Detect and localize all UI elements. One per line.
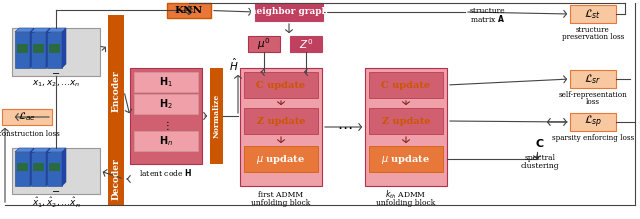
Polygon shape bbox=[31, 148, 50, 152]
FancyBboxPatch shape bbox=[31, 32, 46, 68]
FancyBboxPatch shape bbox=[134, 72, 198, 92]
FancyBboxPatch shape bbox=[49, 44, 60, 53]
Polygon shape bbox=[62, 28, 66, 68]
Polygon shape bbox=[46, 148, 50, 186]
FancyBboxPatch shape bbox=[248, 36, 280, 52]
Text: matrix $\mathbf{A}$: matrix $\mathbf{A}$ bbox=[470, 12, 506, 23]
Text: $\mu$ update: $\mu$ update bbox=[257, 152, 305, 166]
FancyBboxPatch shape bbox=[369, 108, 443, 134]
Text: $\mathbf{H}_2$: $\mathbf{H}_2$ bbox=[159, 97, 173, 111]
Text: loss: loss bbox=[586, 98, 600, 106]
FancyBboxPatch shape bbox=[134, 131, 198, 151]
Text: $\mu^0$: $\mu^0$ bbox=[257, 36, 271, 52]
Text: $\hat{x}_1, \hat{x}_2, \ldots\hat{x}_n$: $\hat{x}_1, \hat{x}_2, \ldots\hat{x}_n$ bbox=[31, 196, 81, 210]
FancyBboxPatch shape bbox=[369, 146, 443, 172]
Text: sparsity enforcing loss: sparsity enforcing loss bbox=[552, 134, 634, 142]
Text: spectral: spectral bbox=[525, 154, 556, 162]
FancyBboxPatch shape bbox=[570, 70, 616, 88]
Text: $\mathbf{H}_1$: $\mathbf{H}_1$ bbox=[159, 75, 173, 89]
Polygon shape bbox=[15, 28, 34, 32]
Text: $\cdots$: $\cdots$ bbox=[337, 120, 353, 134]
FancyBboxPatch shape bbox=[134, 94, 198, 114]
FancyBboxPatch shape bbox=[2, 109, 52, 125]
Text: $-$: $-$ bbox=[51, 187, 61, 196]
Text: $\hat{H}$: $\hat{H}$ bbox=[229, 57, 239, 73]
Polygon shape bbox=[62, 148, 66, 186]
Text: $\mathcal{L}_{ae}$: $\mathcal{L}_{ae}$ bbox=[18, 111, 36, 123]
FancyBboxPatch shape bbox=[290, 36, 322, 52]
FancyBboxPatch shape bbox=[108, 15, 124, 167]
FancyBboxPatch shape bbox=[12, 28, 100, 76]
Text: first ADMM: first ADMM bbox=[259, 191, 303, 199]
FancyBboxPatch shape bbox=[369, 72, 443, 98]
FancyBboxPatch shape bbox=[49, 163, 60, 171]
FancyBboxPatch shape bbox=[33, 44, 44, 53]
FancyBboxPatch shape bbox=[365, 68, 447, 186]
FancyBboxPatch shape bbox=[47, 152, 62, 186]
Text: unfolding block: unfolding block bbox=[376, 199, 436, 207]
FancyBboxPatch shape bbox=[244, 108, 318, 134]
FancyBboxPatch shape bbox=[47, 32, 62, 68]
FancyBboxPatch shape bbox=[108, 153, 124, 205]
Text: preservation loss: preservation loss bbox=[562, 33, 624, 41]
FancyBboxPatch shape bbox=[12, 148, 100, 194]
FancyBboxPatch shape bbox=[33, 163, 44, 171]
FancyBboxPatch shape bbox=[570, 113, 616, 131]
Text: Decoder: Decoder bbox=[111, 158, 120, 200]
Text: clustering: clustering bbox=[521, 162, 559, 170]
Text: reconstruction loss: reconstruction loss bbox=[0, 130, 60, 138]
FancyBboxPatch shape bbox=[167, 3, 211, 18]
Text: $Z^0$: $Z^0$ bbox=[299, 37, 313, 51]
FancyBboxPatch shape bbox=[17, 44, 28, 53]
Text: C update: C update bbox=[257, 81, 305, 90]
Text: Z update: Z update bbox=[381, 117, 430, 125]
Text: latent code $\mathbf{H}$: latent code $\mathbf{H}$ bbox=[140, 168, 193, 178]
Polygon shape bbox=[47, 148, 66, 152]
Polygon shape bbox=[47, 28, 66, 32]
FancyBboxPatch shape bbox=[244, 72, 318, 98]
Polygon shape bbox=[31, 28, 50, 32]
Polygon shape bbox=[46, 28, 50, 68]
FancyBboxPatch shape bbox=[15, 32, 30, 68]
Text: neighbor graph: neighbor graph bbox=[250, 7, 328, 16]
Text: self-representation: self-representation bbox=[559, 91, 627, 99]
Text: structure: structure bbox=[470, 7, 506, 15]
Text: $\mu$ update: $\mu$ update bbox=[381, 152, 431, 166]
FancyBboxPatch shape bbox=[130, 68, 202, 164]
Text: $\mathcal{L}_{sr}$: $\mathcal{L}_{sr}$ bbox=[584, 72, 602, 86]
Text: structure: structure bbox=[576, 26, 610, 34]
Text: $\mathcal{L}_{sp}$: $\mathcal{L}_{sp}$ bbox=[584, 114, 602, 130]
Text: $x_1, x_2, \ldots x_n$: $x_1, x_2, \ldots x_n$ bbox=[32, 79, 80, 89]
FancyBboxPatch shape bbox=[244, 146, 318, 172]
Text: C update: C update bbox=[381, 81, 431, 90]
Polygon shape bbox=[30, 148, 34, 186]
Text: unfolding block: unfolding block bbox=[252, 199, 310, 207]
FancyBboxPatch shape bbox=[240, 68, 322, 186]
Text: $\mathcal{L}_{st}$: $\mathcal{L}_{st}$ bbox=[584, 7, 602, 21]
Text: $k_{th}$ ADMM: $k_{th}$ ADMM bbox=[385, 189, 427, 201]
FancyBboxPatch shape bbox=[255, 3, 323, 21]
FancyBboxPatch shape bbox=[210, 68, 223, 164]
FancyBboxPatch shape bbox=[17, 163, 28, 171]
FancyBboxPatch shape bbox=[31, 152, 46, 186]
FancyBboxPatch shape bbox=[15, 152, 30, 186]
Text: $\mathbf{H}_n$: $\mathbf{H}_n$ bbox=[159, 134, 173, 148]
Polygon shape bbox=[15, 148, 34, 152]
Text: Encoder: Encoder bbox=[111, 70, 120, 112]
Text: Z update: Z update bbox=[257, 117, 305, 125]
Polygon shape bbox=[30, 28, 34, 68]
FancyBboxPatch shape bbox=[570, 5, 616, 23]
Text: $\mathbf{C}$: $\mathbf{C}$ bbox=[535, 137, 545, 149]
Text: KNN: KNN bbox=[175, 6, 203, 15]
Text: Normalize: Normalize bbox=[212, 94, 221, 138]
Text: $\vdots$: $\vdots$ bbox=[163, 120, 170, 132]
Text: $-$: $-$ bbox=[51, 69, 61, 78]
